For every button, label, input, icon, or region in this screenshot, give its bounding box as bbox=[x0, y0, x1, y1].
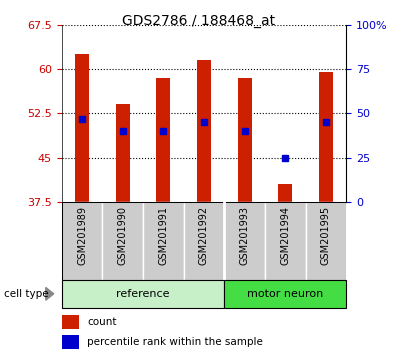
Bar bbox=[115, 104, 130, 202]
Text: GSM201993: GSM201993 bbox=[240, 206, 250, 265]
Text: GSM201989: GSM201989 bbox=[77, 206, 87, 265]
Bar bbox=[224, 280, 346, 308]
Text: reference: reference bbox=[116, 289, 170, 299]
Polygon shape bbox=[46, 287, 54, 300]
Bar bbox=[306, 202, 346, 280]
Bar bbox=[224, 202, 265, 280]
Bar bbox=[265, 202, 306, 280]
Text: GDS2786 / 188468_at: GDS2786 / 188468_at bbox=[123, 14, 275, 28]
Text: GSM201994: GSM201994 bbox=[280, 206, 290, 265]
Bar bbox=[238, 78, 252, 202]
Bar bbox=[62, 335, 79, 348]
Bar bbox=[319, 72, 333, 202]
Text: GSM201991: GSM201991 bbox=[158, 206, 168, 265]
Bar bbox=[183, 202, 224, 280]
Text: count: count bbox=[87, 318, 117, 327]
Bar bbox=[62, 280, 224, 308]
Bar bbox=[156, 78, 170, 202]
Bar bbox=[62, 315, 79, 329]
Text: GSM201995: GSM201995 bbox=[321, 206, 331, 265]
Text: GSM201992: GSM201992 bbox=[199, 206, 209, 265]
Bar bbox=[75, 54, 89, 202]
Text: GSM201990: GSM201990 bbox=[118, 206, 128, 265]
Bar bbox=[62, 202, 102, 280]
Text: percentile rank within the sample: percentile rank within the sample bbox=[87, 337, 263, 347]
Bar bbox=[102, 202, 143, 280]
Bar bbox=[197, 60, 211, 202]
Text: cell type: cell type bbox=[4, 289, 49, 299]
Bar bbox=[143, 202, 183, 280]
Text: motor neuron: motor neuron bbox=[247, 289, 324, 299]
Bar bbox=[278, 184, 293, 202]
